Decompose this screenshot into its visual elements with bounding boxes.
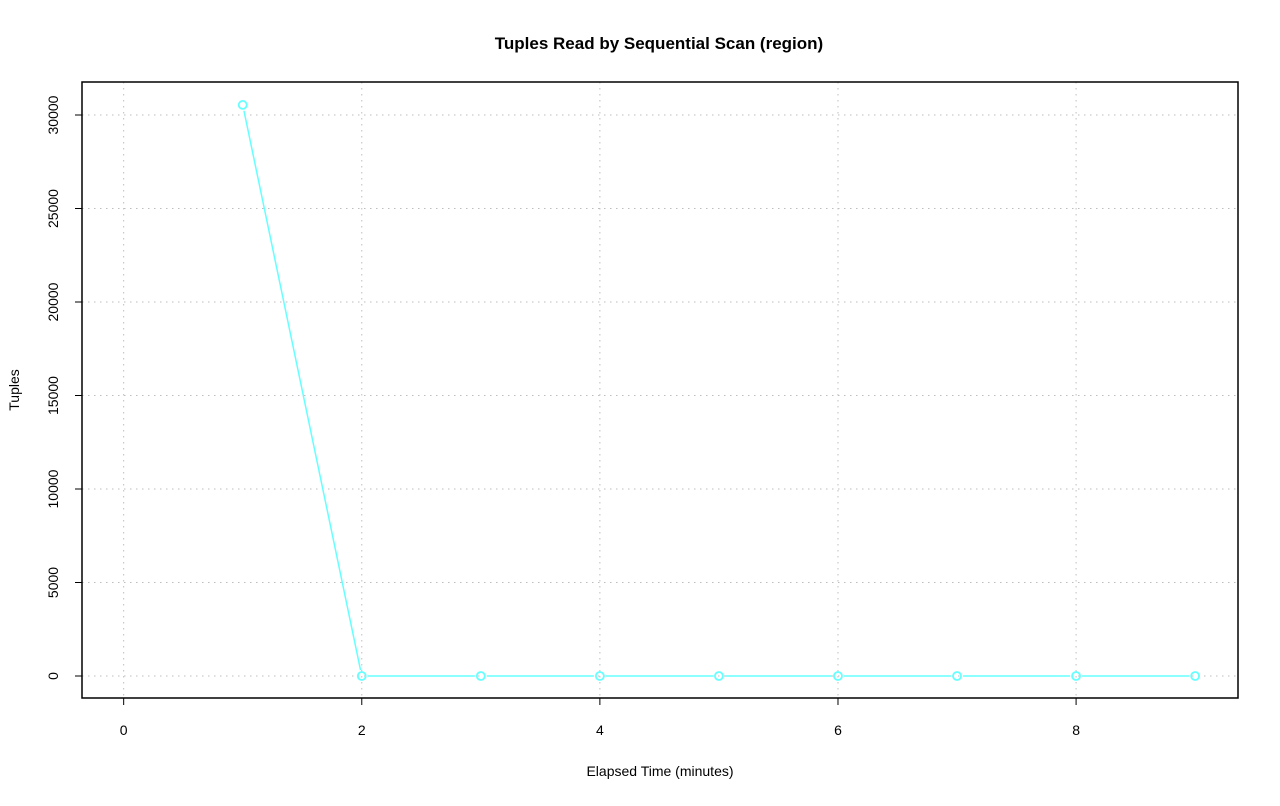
x-axis-label: Elapsed Time (minutes) [586, 763, 733, 779]
data-point [1190, 671, 1201, 681]
y-tick-label: 30000 [45, 95, 61, 134]
y-tick-label: 15000 [45, 376, 61, 415]
series [237, 100, 1201, 681]
y-axis: 0 5000 10000 15000 20000 25000 30000 [45, 95, 83, 680]
data-point [1071, 671, 1081, 681]
y-tick-label: 20000 [45, 282, 61, 321]
x-tick-label: 6 [834, 722, 842, 738]
data-point [356, 671, 367, 681]
data-point [833, 671, 843, 681]
x-tick-label: 4 [596, 722, 604, 738]
data-point [714, 671, 724, 681]
x-tick-label: 8 [1072, 722, 1080, 738]
y-tick-label: 5000 [45, 567, 61, 598]
y-axis-label: Tuples [6, 369, 22, 411]
x-tick-label: 2 [358, 722, 366, 738]
y-tick-label: 0 [45, 672, 61, 680]
y-tick-label: 10000 [45, 469, 61, 508]
data-point [594, 671, 605, 681]
data-point [237, 100, 248, 110]
series-line-segment [243, 110, 362, 671]
data-point [475, 671, 486, 681]
x-axis: 0 2 4 6 8 [120, 697, 1080, 738]
chart-title: Tuples Read by Sequential Scan (region) [495, 34, 823, 53]
x-tick-label: 0 [120, 722, 128, 738]
grid [82, 82, 1238, 698]
y-tick-label: 25000 [45, 189, 61, 228]
data-point [952, 671, 962, 681]
plot-frame [81, 81, 1239, 699]
